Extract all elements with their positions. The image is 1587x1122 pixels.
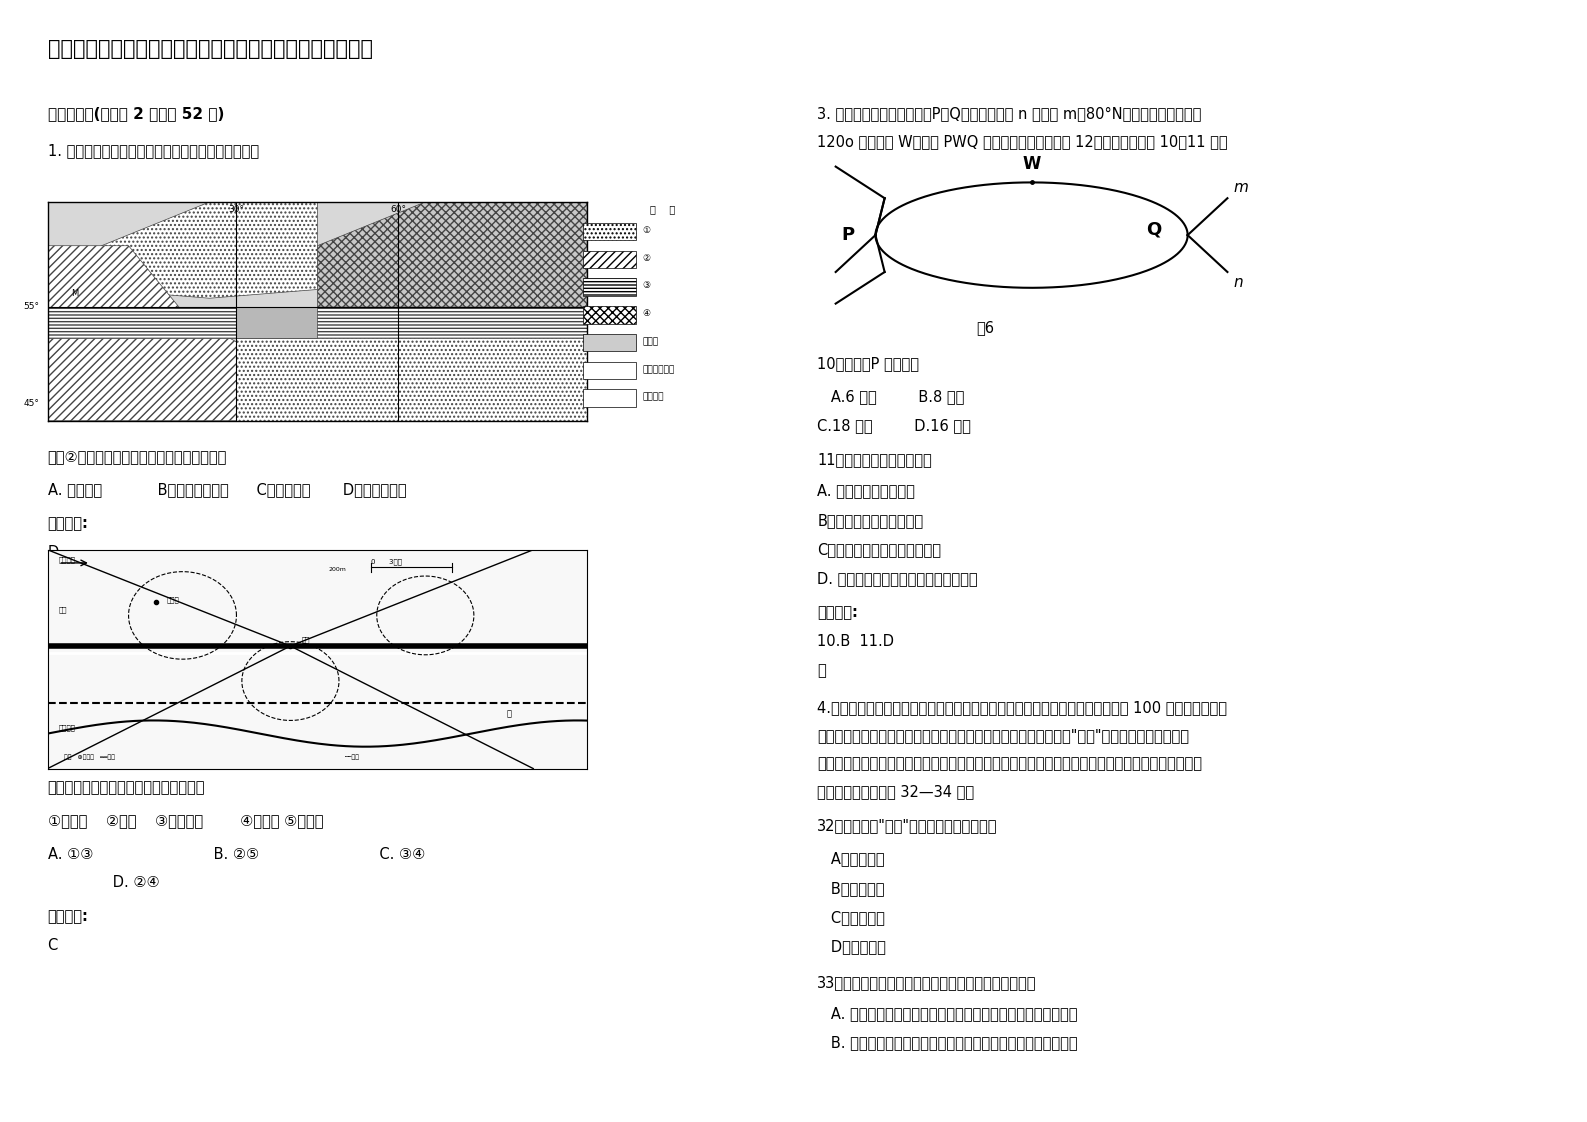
- Text: 图    例: 图 例: [651, 204, 674, 214]
- Text: 湖南省怀化市黔阳第二中学高三地理上学期期末试卷含解析: 湖南省怀化市黔阳第二中学高三地理上学期期末试卷含解析: [48, 39, 373, 59]
- Polygon shape: [317, 202, 587, 307]
- Text: A. 三江平原            B．内蒙古和新疆      C．成都平原       D．珠江三角洲: A. 三江平原 B．内蒙古和新疆 C．成都平原 D．珠江三角洲: [48, 482, 406, 497]
- Text: 上述材料，据此回答 32—34 题。: 上述材料，据此回答 32—34 题。: [817, 784, 974, 799]
- Text: 120o 已知此时 W（位于 PWQ 的中点）点的地方时为 12时。据此完成第 10～11 题。: 120o 已知此时 W（位于 PWQ 的中点）点的地方时为 12时。据此完成第 …: [817, 135, 1228, 149]
- Text: 河: 河: [506, 709, 511, 718]
- Text: 55°: 55°: [24, 303, 40, 312]
- Text: 过境干道: 过境干道: [59, 725, 76, 732]
- Polygon shape: [48, 202, 317, 298]
- Text: 200m: 200m: [329, 567, 346, 572]
- Text: Q: Q: [1146, 221, 1162, 239]
- Text: 图6: 图6: [976, 320, 993, 334]
- Text: 浪、似百兽飞禽。花岗岩体绵延分布百里，相对高差百米以下存在着含有大量生物化石的页岩。阅读: 浪、似百兽飞禽。花岗岩体绵延分布百里，相对高差百米以下存在着含有大量生物化石的页…: [817, 756, 1203, 771]
- FancyBboxPatch shape: [582, 250, 636, 268]
- Text: 3. 下图所示地区为北半球，P、Q为某日晨昏线 n 与纬线 m（80°N）的交点，经度差为: 3. 下图所示地区为北半球，P、Q为某日晨昏线 n 与纬线 m（80°N）的交点…: [817, 107, 1201, 121]
- Text: 60°: 60°: [390, 205, 406, 214]
- Text: M: M: [71, 289, 78, 298]
- Text: 参考答案:: 参考答案:: [48, 909, 89, 923]
- Text: 略: 略: [817, 663, 827, 678]
- Text: B．天津日出时物影朝西南: B．天津日出时物影朝西南: [817, 513, 924, 527]
- Text: 游牧业: 游牧业: [643, 337, 659, 346]
- FancyBboxPatch shape: [582, 223, 636, 240]
- Text: C．风力侵蚀: C．风力侵蚀: [817, 910, 886, 925]
- Polygon shape: [48, 307, 587, 338]
- Text: 45°: 45°: [24, 398, 40, 407]
- FancyBboxPatch shape: [582, 334, 636, 351]
- FancyBboxPatch shape: [582, 361, 636, 379]
- Polygon shape: [236, 338, 587, 421]
- Text: 参考答案:: 参考答案:: [48, 516, 89, 531]
- Text: D. ②④: D. ②④: [48, 875, 159, 890]
- Text: 30°: 30°: [229, 205, 244, 214]
- Text: 0      3千米: 0 3千米: [371, 559, 403, 565]
- FancyBboxPatch shape: [582, 278, 636, 296]
- Text: 10．该日，P 的昼长是: 10．该日，P 的昼长是: [817, 356, 919, 370]
- Text: 下列工厂、交通线路等布局合理的一组是: 下列工厂、交通线路等布局合理的一组是: [48, 780, 205, 794]
- Text: 图例   ⊕商业区   ══街道: 图例 ⊕商业区 ══街道: [63, 755, 114, 761]
- Text: ①化工厂    ②水厂    ③过境干道        ④商业区 ⑤铁路线: ①化工厂 ②水厂 ③过境干道 ④商业区 ⑤铁路线: [48, 813, 324, 828]
- Text: C.18 小时         D.16 小时: C.18 小时 D.16 小时: [817, 419, 971, 433]
- Text: 2. 下图为某城市布局示意图，回答: 2. 下图为某城市布局示意图，回答: [48, 577, 189, 591]
- Text: ④: ④: [643, 310, 651, 319]
- Text: C．澳大利亚正值小麦播种季节: C．澳大利亚正值小麦播种季节: [817, 542, 941, 557]
- Text: A．岩浆活动: A．岩浆活动: [817, 852, 886, 866]
- Polygon shape: [48, 312, 236, 421]
- Text: ③: ③: [643, 282, 651, 291]
- Text: A. ①③                          B. ②⑤                          C. ③④: A. ①③ B. ②⑤ C. ③④: [48, 847, 425, 862]
- Text: D. 南极上空臭氧含量可能处于较低时期: D. 南极上空臭氧含量可能处于较低时期: [817, 571, 978, 586]
- Text: 33、关于此处花岗岩与沉积岩的关系的说法，正确的是: 33、关于此处花岗岩与沉积岩的关系的说法，正确的是: [817, 975, 1036, 990]
- FancyBboxPatch shape: [582, 389, 636, 407]
- Text: A.6 小时         B.8 小时: A.6 小时 B.8 小时: [817, 389, 965, 404]
- Text: D．流水侵蚀: D．流水侵蚀: [817, 939, 886, 954]
- Text: 1. 下面是世界某区域农业地域类型分布图，读图回答: 1. 下面是世界某区域农业地域类型分布图，读图回答: [48, 144, 259, 158]
- Text: 状特殊的花岗岩地貌。该处花岗岩岩体表面千疮百孔，形如蜂巢。"蜂巢"组合在一起，如流云翻: 状特殊的花岗岩地貌。该处花岗岩岩体表面千疮百孔，形如蜂巢。"蜂巢"组合在一起，如…: [817, 728, 1189, 743]
- Text: ①: ①: [643, 226, 651, 234]
- Text: 地中海式农业: 地中海式农业: [643, 365, 674, 374]
- Text: 非农业带: 非农业带: [643, 393, 663, 402]
- Text: ┅┅城区: ┅┅城区: [344, 755, 359, 761]
- Text: 一、选择题(每小题 2 分，共 52 分): 一、选择题(每小题 2 分，共 52 分): [48, 107, 224, 121]
- Text: 4.《科技日报》报道：西部大开发调研组在河西走廊的调研中，发现一处面积约 100 多平方千米，形: 4.《科技日报》报道：西部大开发调研组在河西走廊的调研中，发现一处面积约 100…: [817, 700, 1227, 715]
- Text: A. 花岗岩先形成，沉积岩后形成；然后外力作用进行长期侵蚀: A. 花岗岩先形成，沉积岩后形成；然后外力作用进行长期侵蚀: [817, 1006, 1078, 1021]
- Text: D: D: [48, 545, 59, 560]
- Text: W: W: [1022, 155, 1041, 173]
- Polygon shape: [48, 202, 587, 421]
- Text: m: m: [1233, 181, 1249, 195]
- Polygon shape: [236, 307, 317, 338]
- FancyBboxPatch shape: [48, 550, 587, 769]
- FancyBboxPatch shape: [582, 306, 636, 323]
- Text: 铁路: 铁路: [59, 607, 67, 614]
- Text: 参考答案:: 参考答案:: [817, 605, 859, 619]
- Text: P: P: [841, 227, 854, 245]
- Text: A. 天津的昼长正在变长: A. 天津的昼长正在变长: [817, 484, 916, 498]
- Text: 32、造成这种"峰巢"地貌的主要地质作用是: 32、造成这种"峰巢"地貌的主要地质作用是: [817, 818, 998, 833]
- Text: 水厂: 水厂: [302, 636, 309, 643]
- Text: n: n: [1233, 275, 1243, 291]
- Text: C: C: [48, 938, 57, 953]
- Text: 图中②代表的农业地域类型在我国主要分布在: 图中②代表的农业地域类型在我国主要分布在: [48, 449, 227, 463]
- Text: B．风力沉积: B．风力沉积: [817, 881, 886, 895]
- Text: ②: ②: [643, 254, 651, 263]
- Text: 主导风向: 主导风向: [59, 557, 76, 563]
- Text: B. 沉积岩先形成，花岗岩后形成；然后外力作用进行长期侵蚀: B. 沉积岩先形成，花岗岩后形成；然后外力作用进行长期侵蚀: [817, 1036, 1078, 1050]
- Text: 10.B  11.D: 10.B 11.D: [817, 634, 895, 649]
- Text: 化工厂: 化工厂: [167, 597, 179, 604]
- Polygon shape: [48, 246, 183, 312]
- Text: 11．此时下列说法正确的是: 11．此时下列说法正确的是: [817, 452, 932, 467]
